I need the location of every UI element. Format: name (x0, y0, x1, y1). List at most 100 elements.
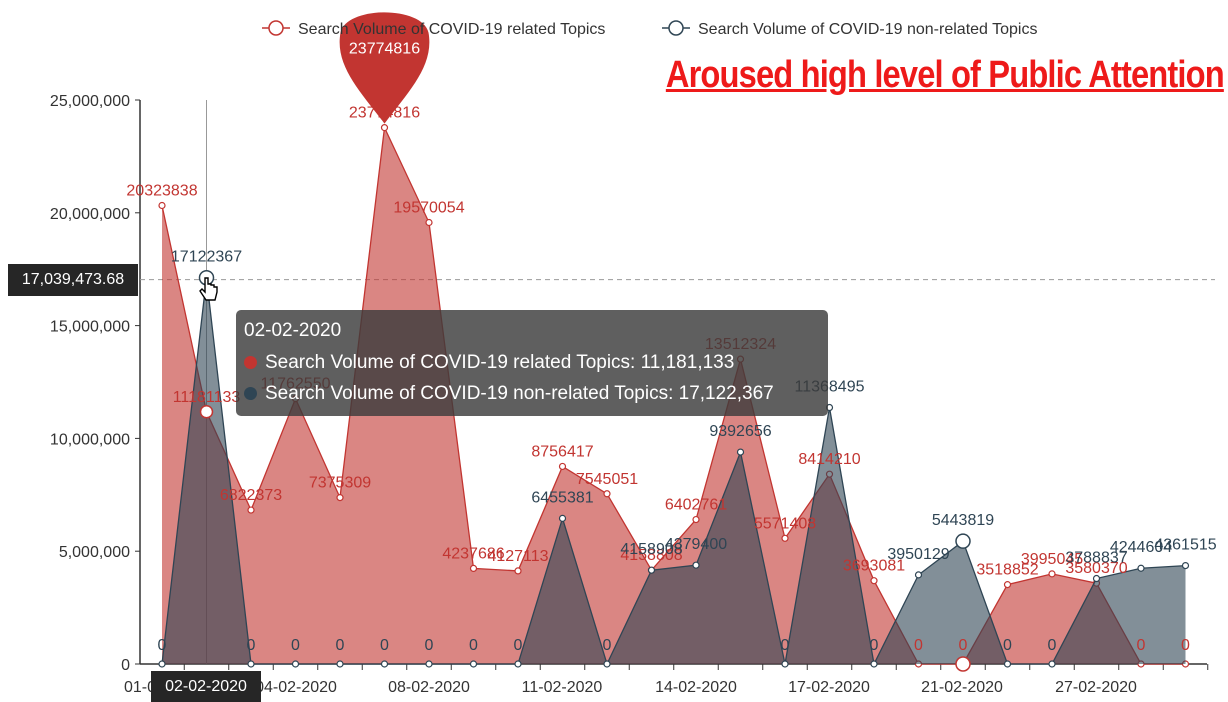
nonrelated-point-label: 0 (291, 637, 300, 654)
max-pin-marker (339, 12, 430, 124)
y-tick-label: 0 (121, 657, 130, 674)
nonrelated-point-label: 0 (603, 637, 612, 654)
related-point[interactable] (158, 201, 166, 210)
related-area (162, 127, 1186, 665)
nonrelated-point[interactable] (425, 660, 433, 668)
nonrelated-point-label: 0 (1003, 637, 1012, 654)
related-point-label: 3580370 (1065, 560, 1127, 577)
related-point-label: 7545051 (576, 471, 638, 488)
nonrelated-emphasis-point[interactable] (955, 533, 971, 549)
nonrelated-point[interactable] (469, 660, 478, 668)
hand-cursor-icon (199, 277, 218, 301)
related-point-label: 3995045 (1021, 551, 1083, 568)
nonrelated-point[interactable] (558, 514, 567, 522)
nonrelated-dot-icon (244, 387, 257, 400)
related-dot-icon (244, 356, 257, 369)
related-point[interactable] (870, 577, 878, 585)
related-highlight-point[interactable] (199, 405, 214, 419)
nonrelated-point[interactable] (247, 660, 255, 668)
related-point-label: 6822373 (220, 487, 282, 504)
nonrelated-point-label: 0 (158, 637, 167, 654)
related-point-label: 7375309 (309, 475, 371, 492)
nonrelated-point[interactable] (514, 660, 522, 668)
related-point[interactable] (469, 564, 478, 572)
related-point-label: 3693081 (843, 558, 905, 575)
related-point[interactable] (425, 218, 433, 227)
nonrelated-point-label: 4361515 (1154, 537, 1216, 554)
nonrelated-point[interactable] (1137, 564, 1145, 572)
x-tick-label: 27-02-2020 (1055, 679, 1137, 696)
nonrelated-point[interactable] (336, 660, 344, 668)
related-point[interactable] (1003, 581, 1012, 589)
nonrelated-point-label: 0 (514, 637, 523, 654)
legend[interactable]: Search Volume of COVID-19 related Topics… (262, 20, 1037, 38)
related-point[interactable] (514, 567, 522, 575)
nonrelated-point-label: 0 (336, 637, 345, 654)
related-point-label: 8414210 (798, 451, 860, 468)
nonrelated-point[interactable] (1181, 562, 1190, 570)
nonrelated-point[interactable] (291, 660, 300, 668)
nonrelated-point-label: 9392656 (709, 423, 771, 440)
related-point-label: 8756417 (531, 443, 593, 460)
nonrelated-point[interactable] (380, 660, 389, 668)
related-point[interactable] (1048, 570, 1056, 578)
nonrelated-point[interactable] (781, 660, 789, 668)
related-point[interactable] (380, 124, 389, 132)
x-tick-label: 11-02-2020 (522, 679, 603, 696)
headline-annotation: Aroused high level of Public Attention (665, 54, 1225, 96)
x-tick-label: 01-0 (124, 679, 156, 696)
related-point[interactable] (781, 534, 789, 542)
x-tick-label: 14-02-2020 (655, 679, 737, 696)
nonrelated-point[interactable] (603, 660, 611, 668)
related-point-label: 0 (959, 637, 968, 654)
related-point-label: 11181133 (173, 389, 241, 406)
related-line (161, 125, 1186, 665)
nonrelated-point[interactable] (1003, 660, 1012, 668)
related-emphasis-point[interactable] (955, 656, 971, 672)
related-point-label: 0 (914, 637, 923, 654)
nonrelated-legend-label: Search Volume of COVID-19 non-related To… (698, 21, 1037, 38)
related-point-label: 0 (1137, 637, 1146, 654)
series-nonrelated (158, 274, 1190, 668)
related-point[interactable] (247, 506, 255, 514)
nonrelated-point[interactable] (914, 571, 923, 579)
nonrelated-point[interactable] (1092, 574, 1101, 583)
related-point[interactable] (603, 490, 611, 498)
related-point[interactable] (692, 515, 700, 524)
axes: 0 5,000,000 10,000,000 15,000,000 20,000,000… (50, 93, 1215, 696)
related-point-label: 4158808 (620, 547, 682, 564)
nonrelated-point-label: 0 (469, 637, 478, 654)
tooltip-title: 02-02-2020 (244, 320, 342, 341)
related-point[interactable] (558, 462, 567, 471)
nonrelated-point[interactable] (736, 448, 745, 456)
y-tick-label: 20,000,000 (50, 206, 130, 223)
related-point[interactable] (336, 494, 344, 502)
x-tick-label: 17-02-2020 (788, 679, 870, 696)
nonrelated-point[interactable] (870, 660, 878, 668)
nonrelated-point-label: 0 (1048, 637, 1057, 654)
nonrelated-point-label: 0 (781, 637, 790, 654)
y-tick-label: 10,000,000 (50, 431, 130, 448)
nonrelated-point[interactable] (647, 566, 656, 574)
nonrelated-point-label: 3788837 (1065, 550, 1127, 567)
related-point-label: 4237686 (442, 545, 504, 562)
related-point-label: 4127113 (487, 548, 548, 565)
related-legend-icon (268, 20, 284, 36)
tooltip-row-related: Search Volume of COVID-19 related Topics… (244, 352, 734, 374)
crosshair-y-value-label: 17,039,473.68 (8, 264, 138, 296)
nonrelated-area (162, 277, 1186, 664)
related-point-label: 19570054 (393, 199, 464, 216)
x-tick-label: 21-02-2020 (921, 679, 1003, 696)
nonrelated-point[interactable] (692, 561, 700, 569)
related-point-label: 5571408 (754, 515, 816, 532)
tooltip-row-nonrelated-text: Search Volume of COVID-19 non-related To… (265, 383, 774, 404)
tooltip-row-related-text: Search Volume of COVID-19 related Topics… (265, 352, 735, 373)
nonrelated-point[interactable] (158, 660, 166, 668)
nonrelated-point[interactable] (1048, 660, 1056, 668)
nonrelated-point-label: 4158908 (620, 541, 682, 558)
y-tick-label: 5,000,000 (59, 544, 130, 561)
crosshair-x-value-label: 02-02-2020 (151, 671, 261, 702)
nonrelated-point-label: 4244604 (1110, 539, 1172, 556)
y-tick-label: 25,000,000 (50, 93, 130, 110)
nonrelated-point-label: 17122367 (171, 249, 242, 266)
